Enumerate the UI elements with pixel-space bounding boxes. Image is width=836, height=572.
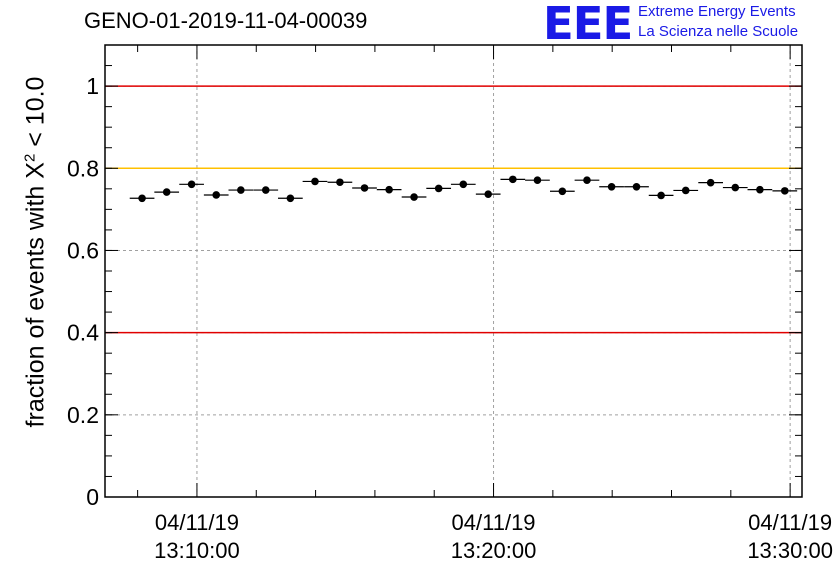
data-point <box>657 191 665 200</box>
y-axis-label-prefix: fraction of events with X <box>21 162 50 428</box>
x-tick-label-time: 13:20:00 <box>451 538 537 563</box>
grid-layer <box>105 45 802 497</box>
reference-lines <box>105 85 802 334</box>
logo-line-2: La Scienza nelle Scuole <box>638 23 799 40</box>
data-points <box>129 175 798 203</box>
data-point <box>533 176 542 184</box>
y-tick-label: 0.8 <box>67 155 99 181</box>
y-tick-label: 1 <box>86 73 99 99</box>
y-tick-label: 0.4 <box>67 320 99 346</box>
data-point <box>756 185 764 194</box>
data-point <box>558 187 567 196</box>
eee-logo: EEE Extreme Energy Events La Scienza nel… <box>543 0 836 48</box>
eee-logo-mark: EEE <box>543 0 633 50</box>
data-point <box>410 193 418 201</box>
y-axis-label: fraction of events with X2 < 10.0 <box>21 77 50 428</box>
data-point <box>138 194 146 203</box>
y-axis-label-suffix: < 10.0 <box>21 76 50 154</box>
y-axis-label-sup: 2 <box>21 153 39 163</box>
data-point <box>484 190 493 198</box>
plot-title: GENO-01-2019-11-04-00039 <box>84 8 368 33</box>
data-point <box>187 180 196 189</box>
logo-line-1: Extreme Energy Events <box>638 3 796 20</box>
data-point <box>212 191 221 199</box>
y-tick-label: 0 <box>86 484 99 510</box>
data-point <box>360 184 369 192</box>
y-tick-label: 0.2 <box>67 402 99 428</box>
data-point <box>434 184 443 193</box>
x-tick-label-time: 13:30:00 <box>747 538 833 563</box>
data-point <box>311 177 319 186</box>
data-point <box>681 186 690 195</box>
plot-frame <box>104 44 803 498</box>
data-point <box>385 185 393 194</box>
x-tick-label-date: 04/11/19 <box>748 510 832 535</box>
data-point <box>459 180 468 189</box>
data-point <box>162 188 171 196</box>
data-point <box>632 182 641 191</box>
data-point <box>607 182 616 191</box>
x-tick-label-time: 13:10:00 <box>154 538 240 563</box>
data-point <box>583 176 591 184</box>
data-point <box>706 178 715 187</box>
x-tick-label-date: 04/11/19 <box>155 510 239 535</box>
data-point <box>731 183 740 192</box>
tick-labels: 0 0.2 0.4 0.6 0.8 1 04/11/19 13:10:00 04/11/19 13… <box>67 73 833 563</box>
data-point <box>509 175 517 184</box>
axis-ticks <box>105 44 802 498</box>
data-point <box>237 186 245 194</box>
data-point <box>780 187 789 195</box>
data-point <box>286 194 295 203</box>
data-point <box>336 178 344 187</box>
data-point <box>261 186 270 194</box>
x-tick-label-date: 04/11/19 <box>452 510 536 535</box>
y-tick-label: 0.6 <box>67 237 99 263</box>
